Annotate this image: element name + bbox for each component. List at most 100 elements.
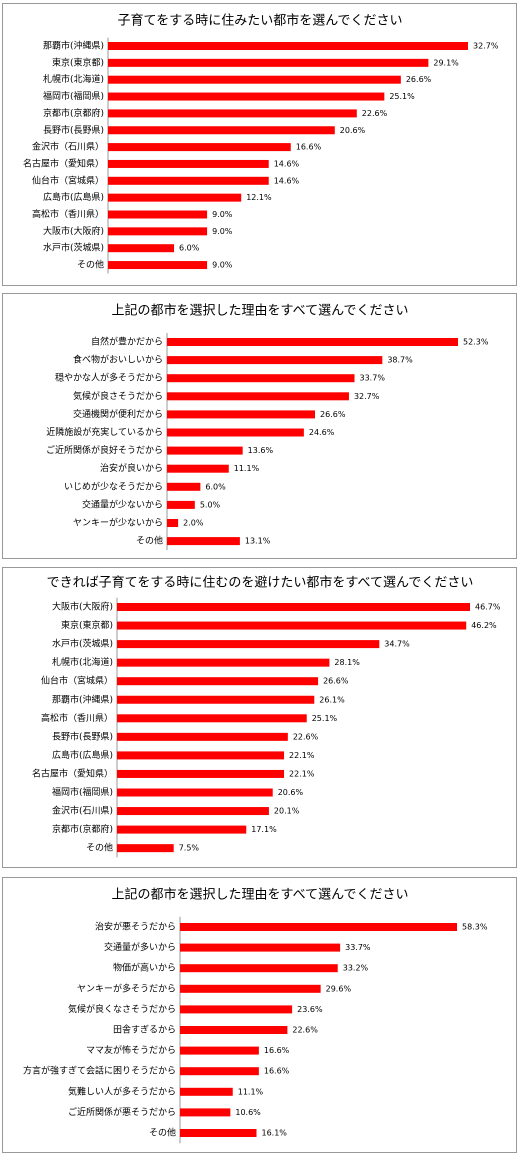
category-label: 治安が悪そうだから — [95, 921, 176, 933]
value-label: 34.7% — [384, 640, 410, 649]
bar — [108, 109, 357, 118]
value-label: 52.3% — [463, 338, 489, 347]
category-label: ご近所関係が悪そうだから — [68, 1106, 176, 1118]
bar — [117, 677, 319, 686]
bar — [108, 261, 208, 270]
bar — [108, 193, 242, 202]
value-label: 22.1% — [289, 751, 315, 760]
bar — [180, 1067, 259, 1076]
category-label: その他 — [136, 535, 163, 547]
bar — [117, 788, 273, 797]
category-label: 治安が良いから — [100, 462, 163, 474]
value-label: 22.6% — [293, 732, 319, 741]
category-label: 近隣施設が充実しているから — [46, 426, 163, 438]
category-label: その他 — [149, 1127, 176, 1139]
value-label: 2.0% — [183, 519, 204, 528]
value-label: 26.6% — [320, 410, 346, 419]
bar — [180, 964, 338, 973]
value-label: 9.0% — [212, 261, 233, 270]
bar — [180, 923, 457, 931]
value-label: 16.6% — [264, 1067, 290, 1076]
value-label: 12.1% — [246, 193, 272, 202]
category-label: 長野市(長野県) — [52, 730, 113, 742]
value-label: 16.6% — [264, 1046, 290, 1055]
value-label: 29.1% — [433, 58, 459, 67]
category-label: 交通量が少ないから — [82, 498, 163, 510]
value-label: 14.6% — [274, 176, 300, 185]
value-label: 22.6% — [292, 1026, 318, 1035]
bar — [108, 42, 468, 50]
bar — [108, 176, 269, 185]
category-label: 大阪市(大阪府) — [43, 225, 104, 237]
category-label: 大阪市(大阪府) — [52, 601, 113, 613]
bar — [117, 769, 285, 778]
category-label: 気難しい人が多そうだから — [68, 1085, 176, 1097]
bar — [108, 143, 291, 152]
bar — [117, 714, 307, 723]
bar — [117, 640, 380, 649]
category-label: 高松市（香川県） — [41, 712, 113, 724]
value-label: 46.7% — [475, 603, 501, 612]
value-label: 32.7% — [354, 392, 380, 401]
category-label: 田舎すぎるから — [113, 1024, 176, 1036]
category-label: 名古屋市（愛知県） — [32, 767, 113, 779]
value-label: 10.6% — [235, 1108, 261, 1117]
value-label: 25.1% — [312, 714, 338, 723]
value-label: 16.1% — [261, 1129, 287, 1138]
bar — [167, 410, 316, 419]
bar — [117, 732, 288, 741]
value-label: 23.6% — [297, 1005, 323, 1014]
category-label: 福岡市(福岡県) — [43, 90, 104, 102]
category-label: 自然が豊かだから — [91, 336, 163, 348]
bar — [167, 446, 243, 455]
value-label: 29.6% — [326, 984, 352, 993]
category-label: 金沢市（石川県） — [32, 141, 104, 153]
value-label: 9.0% — [212, 210, 233, 219]
bar — [117, 825, 247, 834]
bar — [108, 159, 269, 168]
value-label: 20.1% — [274, 807, 300, 816]
category-label: 札幌市(北海道) — [52, 656, 113, 668]
bar — [167, 392, 349, 401]
value-label: 7.5% — [179, 844, 200, 853]
bar — [167, 374, 355, 383]
value-label: 26.6% — [406, 75, 432, 84]
value-label: 38.7% — [387, 356, 413, 365]
category-label: 方言が強すぎて会話に困りそうだから — [23, 1065, 176, 1077]
chart-title: 上記の都市を選択した理由をすべて選んでください — [112, 303, 409, 319]
bar — [117, 658, 330, 667]
value-label: 11.1% — [234, 464, 260, 473]
value-label: 20.6% — [340, 126, 366, 135]
bar — [108, 58, 429, 67]
category-label: ご近所関係が良好そうだから — [46, 444, 163, 456]
category-label: 食べ物がおいしいから — [73, 354, 163, 366]
value-label: 32.7% — [473, 42, 499, 51]
category-label: ヤンキーが少ないから — [73, 517, 163, 529]
value-label: 16.6% — [296, 143, 322, 152]
value-label: 46.2% — [471, 621, 497, 630]
bar — [180, 1026, 288, 1034]
bar — [108, 75, 401, 84]
bar — [117, 695, 315, 704]
panel — [2, 293, 517, 559]
category-label: 東京(東京都) — [52, 56, 104, 68]
value-label: 11.1% — [238, 1087, 264, 1096]
bar — [117, 751, 285, 760]
bar — [180, 1129, 257, 1137]
bar — [180, 1087, 233, 1096]
bar — [167, 537, 240, 546]
category-label: 広島市(広島県) — [52, 749, 113, 761]
bar — [180, 1108, 231, 1117]
category-label: その他 — [86, 842, 113, 854]
value-label: 33.2% — [343, 964, 369, 973]
bar — [167, 338, 458, 346]
bar — [180, 984, 321, 993]
value-label: 13.1% — [245, 537, 271, 546]
category-label: 京都市(京都府) — [52, 823, 113, 835]
category-label: 仙台市（宮城県） — [32, 174, 104, 186]
value-label: 24.6% — [309, 428, 335, 437]
value-label: 26.1% — [319, 695, 345, 704]
value-label: 9.0% — [212, 227, 233, 236]
bar — [117, 621, 467, 630]
value-label: 22.1% — [289, 769, 315, 778]
